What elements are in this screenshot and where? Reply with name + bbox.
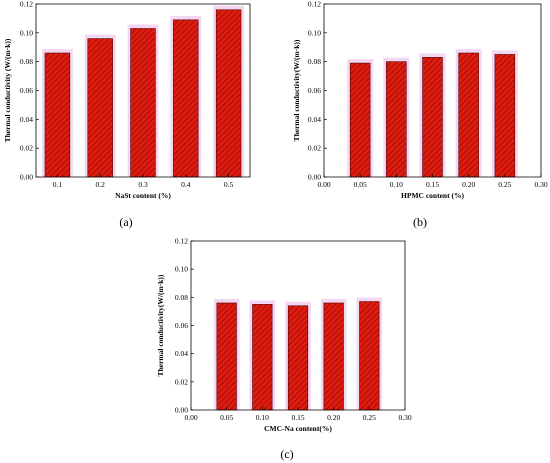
y-tick-label: 0.12 — [175, 237, 188, 246]
x-tick-label: 0.10 — [390, 180, 403, 189]
panel-label-b: (b) — [413, 215, 427, 229]
y-axis-label-a: Thermal conductivity (W/(m·k)) — [3, 38, 12, 142]
bar-group-b — [347, 49, 518, 178]
y-tick-label: 0.04 — [308, 115, 321, 124]
y-tick-label: 0.06 — [20, 86, 33, 95]
y-tick-label: 0.04 — [175, 349, 188, 358]
bar — [87, 38, 113, 178]
x-axis-label-c: CMC-Na content(%) — [264, 424, 332, 433]
x-tick-label: 0.4 — [181, 180, 191, 189]
y-tick-label: 0.08 — [175, 293, 188, 302]
x-tick-label: 0.00 — [184, 413, 197, 422]
y-tick-label: 0.00 — [20, 173, 33, 182]
y-tick-label: 0.06 — [308, 86, 321, 95]
x-axis-label-a: NaSt content (%) — [115, 191, 171, 200]
y-tick-label: 0.12 — [308, 0, 321, 9]
x-tick-label: 0.00 — [317, 180, 330, 189]
chart-panel-a: 0.00 0.02 0.04 0.06 0.08 0.10 0.12 0.1 0.2 0.3 0.4… — [3, 0, 251, 229]
bar — [422, 57, 443, 178]
y-tick-label: 0.02 — [308, 144, 321, 153]
x-tick-label: 0.25 — [363, 413, 376, 422]
tick-group-a: 0.00 0.02 0.04 0.06 0.08 0.10 0.12 0.1 0.2 0.3 0.4… — [20, 0, 234, 189]
x-tick-label: 0.10 — [256, 413, 269, 422]
bar — [130, 28, 156, 178]
y-tick-label: 0.12 — [20, 0, 33, 9]
bar — [173, 19, 199, 178]
y-axis-label-c: Thermal conductivity(W/(m·k)) — [156, 274, 165, 376]
panel-label-a: (a) — [119, 215, 132, 229]
bar — [386, 61, 407, 178]
tick-group-c: 0.00 0.02 0.04 0.06 0.08 0.10 0.12 0.00 0.05 0.10… — [175, 237, 412, 423]
y-tick-label: 0.02 — [20, 144, 33, 153]
bar-group-a — [41, 5, 245, 178]
bar — [359, 301, 380, 411]
axes-frame-c — [190, 240, 406, 411]
y-tick-label: 0.10 — [175, 265, 188, 274]
x-tick-label: 0.15 — [426, 180, 439, 189]
bar — [323, 302, 344, 411]
x-tick-label: 0.05 — [220, 413, 233, 422]
bar — [44, 52, 71, 178]
axes-frame-b — [323, 3, 542, 178]
chart-panel-b: 0.00 0.02 0.04 0.06 0.08 0.10 0.12 0.00 0.05 0.10… — [292, 0, 548, 229]
x-tick-label: 0.30 — [398, 413, 411, 422]
x-axis-label-b: HPMC content (%) — [401, 191, 464, 200]
axes-frame-a — [35, 3, 251, 178]
bar — [215, 9, 242, 178]
panel-label-c: (c) — [280, 447, 293, 461]
x-tick-label: 0.25 — [498, 180, 511, 189]
y-tick-label: 0.04 — [20, 115, 33, 124]
x-tick-label: 0.05 — [354, 180, 367, 189]
x-tick-label: 0.2 — [96, 180, 106, 189]
bar — [494, 54, 516, 178]
y-tick-label: 0.00 — [175, 406, 188, 415]
y-tick-label: 0.02 — [175, 377, 188, 386]
y-axis-label-b: Thermal conductivity(W/(m·k)) — [292, 39, 301, 141]
bar — [349, 62, 371, 178]
x-tick-label: 0.1 — [53, 180, 63, 189]
chart-panel-c: 0.00 0.02 0.04 0.06 0.08 0.10 0.12 0.00 0.05 0.10… — [156, 237, 412, 462]
tick-group-b: 0.00 0.02 0.04 0.06 0.08 0.10 0.12 0.00 0.05 0.10… — [308, 0, 548, 189]
x-tick-label: 0.3 — [138, 180, 148, 189]
x-tick-label: 0.20 — [462, 180, 475, 189]
bar — [287, 305, 309, 411]
y-tick-label: 0.00 — [308, 173, 321, 182]
bar — [458, 52, 479, 178]
y-tick-label: 0.10 — [20, 28, 33, 37]
bar — [216, 302, 237, 411]
x-tick-label: 0.15 — [291, 413, 304, 422]
y-tick-label: 0.08 — [308, 57, 321, 66]
y-tick-label: 0.10 — [308, 28, 321, 37]
x-tick-label: 0.20 — [327, 413, 340, 422]
x-tick-label: 0.5 — [224, 180, 234, 189]
y-tick-label: 0.08 — [20, 57, 33, 66]
bar — [252, 304, 273, 411]
bar-group-c — [213, 297, 383, 411]
y-tick-label: 0.06 — [175, 321, 188, 330]
x-tick-label: 0.30 — [534, 180, 547, 189]
